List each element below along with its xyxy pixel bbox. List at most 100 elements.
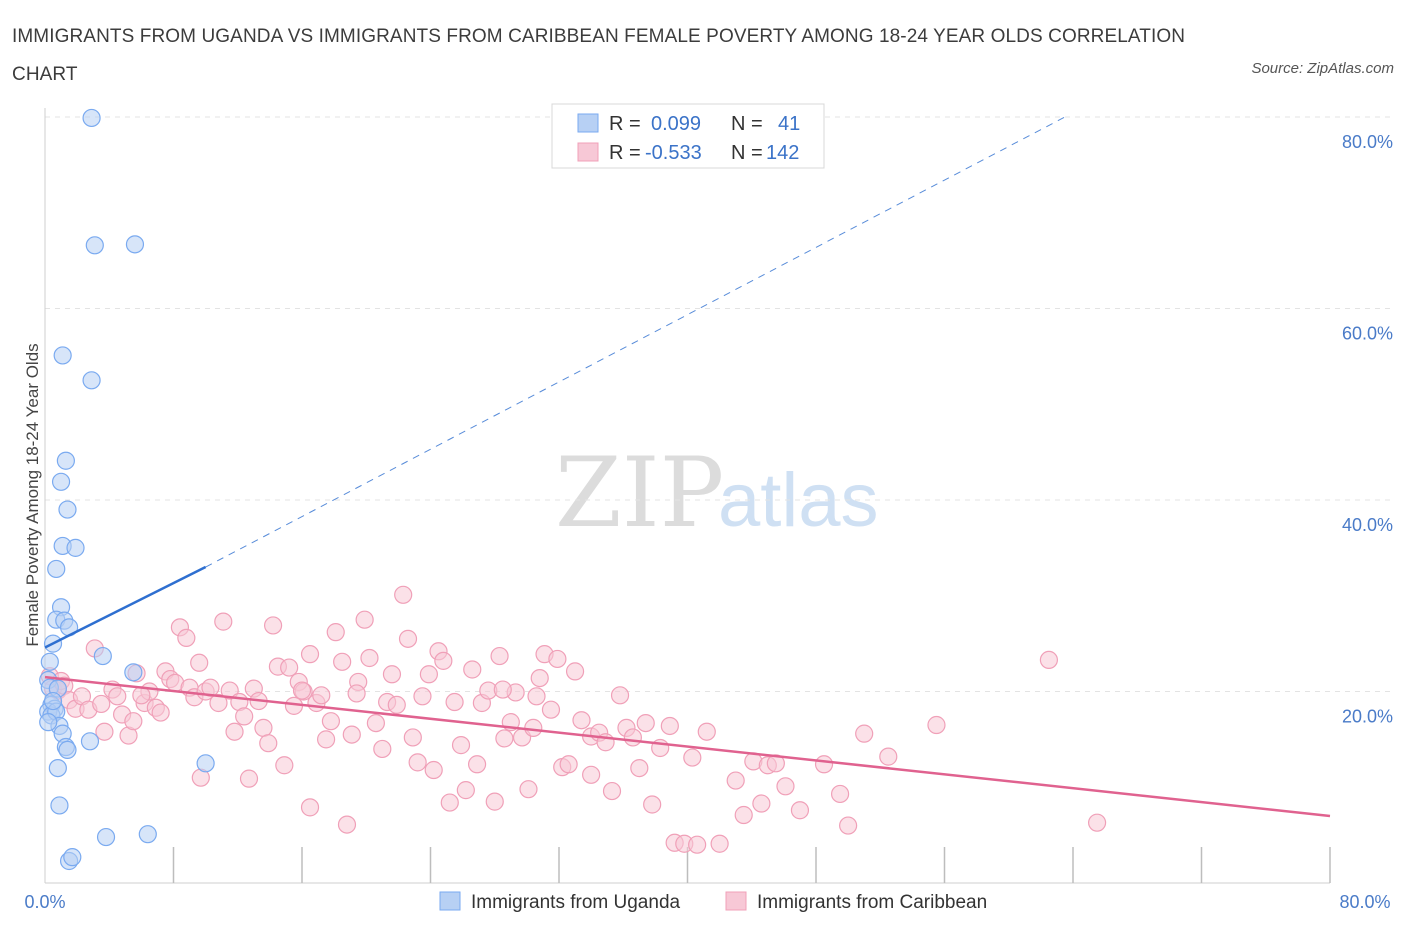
y-axis-label: Female Poverty Among 18-24 Year Olds (23, 343, 42, 646)
point-caribbean-139 (582, 765, 601, 784)
point-caribbean-75 (434, 651, 453, 670)
point-caribbean-37 (235, 707, 254, 726)
trend-lines (44, 116, 1331, 818)
point-caribbean-117 (710, 834, 729, 853)
point-caribbean-118 (726, 771, 745, 790)
point-uganda-35 (96, 827, 116, 847)
point-caribbean-99 (572, 711, 591, 730)
point-caribbean-84 (485, 792, 504, 811)
point-caribbean-107 (630, 758, 649, 778)
point-caribbean-33 (214, 612, 233, 631)
point-caribbean-58 (342, 725, 361, 744)
point-caribbean-126 (814, 755, 834, 774)
point-caribbean-121 (752, 794, 771, 813)
point-uganda-0 (82, 108, 101, 128)
point-caribbean-68 (398, 629, 418, 648)
point-caribbean-52 (312, 686, 331, 705)
point-uganda-1 (85, 236, 104, 255)
point-uganda-36 (138, 825, 157, 844)
y-tick-label-60: 60.0% (1342, 324, 1393, 344)
source-label: Source: ZipAtlas.com (1251, 60, 1394, 77)
point-caribbean-104 (610, 686, 630, 705)
legend-swatch-caribbean (577, 142, 599, 162)
point-caribbean-114 (683, 748, 702, 767)
point-uganda-33 (196, 754, 215, 773)
point-caribbean-85 (490, 646, 509, 666)
x-tick-label-min: 0.0% (24, 892, 65, 912)
point-caribbean-67 (394, 585, 413, 604)
bottom-legend-label-caribbean: Immigrants from Caribbean (757, 892, 987, 913)
point-caribbean-72 (419, 665, 438, 684)
legend-swatch-uganda (577, 113, 599, 133)
point-caribbean-86 (495, 729, 514, 748)
point-caribbean-50 (300, 645, 320, 664)
point-caribbean-81 (467, 755, 487, 774)
point-caribbean-62 (366, 713, 385, 733)
point-caribbean-65 (382, 665, 402, 684)
point-caribbean-124 (776, 777, 795, 796)
point-caribbean-91 (524, 718, 543, 737)
y-tick-label-80: 80.0% (1342, 132, 1393, 152)
point-uganda-10 (47, 559, 66, 579)
point-caribbean-41 (254, 718, 273, 737)
point-caribbean-42 (259, 734, 278, 753)
point-caribbean-13 (108, 687, 127, 706)
gridlines (45, 116, 1392, 692)
point-caribbean-125 (790, 801, 810, 820)
point-uganda-29 (80, 732, 100, 751)
point-caribbean-60 (355, 610, 374, 629)
point-caribbean-90 (519, 780, 538, 799)
point-caribbean-94 (541, 700, 561, 719)
legend-n-value-uganda: 41 (778, 113, 800, 135)
point-caribbean-61 (360, 648, 379, 668)
point-uganda-40 (43, 691, 63, 711)
x-tick-label-max: 80.0% (1339, 892, 1390, 912)
point-caribbean-45 (275, 756, 294, 775)
legend-r-value-uganda: 0.099 (651, 113, 701, 135)
point-caribbean-80 (463, 660, 482, 679)
point-caribbean-127 (830, 784, 850, 804)
point-caribbean-29 (190, 653, 209, 672)
point-caribbean-109 (643, 795, 662, 814)
point-caribbean-116 (697, 722, 716, 741)
point-caribbean-70 (408, 753, 427, 772)
point-caribbean-137 (527, 687, 546, 706)
point-uganda-4 (82, 371, 101, 390)
point-caribbean-54 (321, 712, 341, 731)
point-caribbean-53 (316, 730, 336, 749)
legend-r-value-caribbean: -0.533 (645, 142, 702, 164)
point-uganda-6 (51, 472, 71, 491)
point-caribbean-26 (177, 628, 196, 647)
point-caribbean-63 (373, 739, 392, 759)
point-caribbean-136 (493, 680, 512, 699)
point-caribbean-123 (766, 754, 785, 773)
point-caribbean-140 (347, 684, 366, 703)
point-uganda-34 (50, 796, 69, 815)
point-uganda-5 (56, 451, 75, 470)
point-caribbean-10 (92, 694, 111, 714)
series-caribbean-points (40, 585, 1107, 854)
point-caribbean-132 (1039, 650, 1059, 670)
point-caribbean-76 (440, 793, 459, 812)
point-caribbean-130 (879, 747, 898, 766)
point-caribbean-135 (300, 798, 320, 817)
trend-line-caribbean (44, 675, 1331, 818)
point-caribbean-108 (636, 713, 655, 733)
watermark: ZIP atlas (555, 437, 879, 549)
legend-r-label-caribbean: R = (609, 142, 641, 164)
legend-n-label-caribbean: N = (731, 142, 763, 164)
point-caribbean-111 (660, 716, 679, 736)
point-caribbean-11 (95, 722, 114, 741)
stats-legend: R = 0.099 N = 41 R = -0.533 N = 142 (551, 103, 825, 169)
point-caribbean-95 (548, 649, 567, 669)
legend-n-value-caribbean: 142 (766, 142, 799, 164)
point-caribbean-92 (530, 668, 549, 688)
point-caribbean-38 (239, 769, 259, 788)
point-uganda-32 (48, 758, 67, 778)
point-uganda-39 (39, 713, 58, 732)
point-caribbean-69 (403, 728, 422, 747)
point-caribbean-103 (602, 781, 622, 801)
point-caribbean-131 (927, 715, 946, 735)
point-uganda-9 (66, 538, 85, 557)
legend-n-label-uganda: N = (731, 113, 763, 135)
